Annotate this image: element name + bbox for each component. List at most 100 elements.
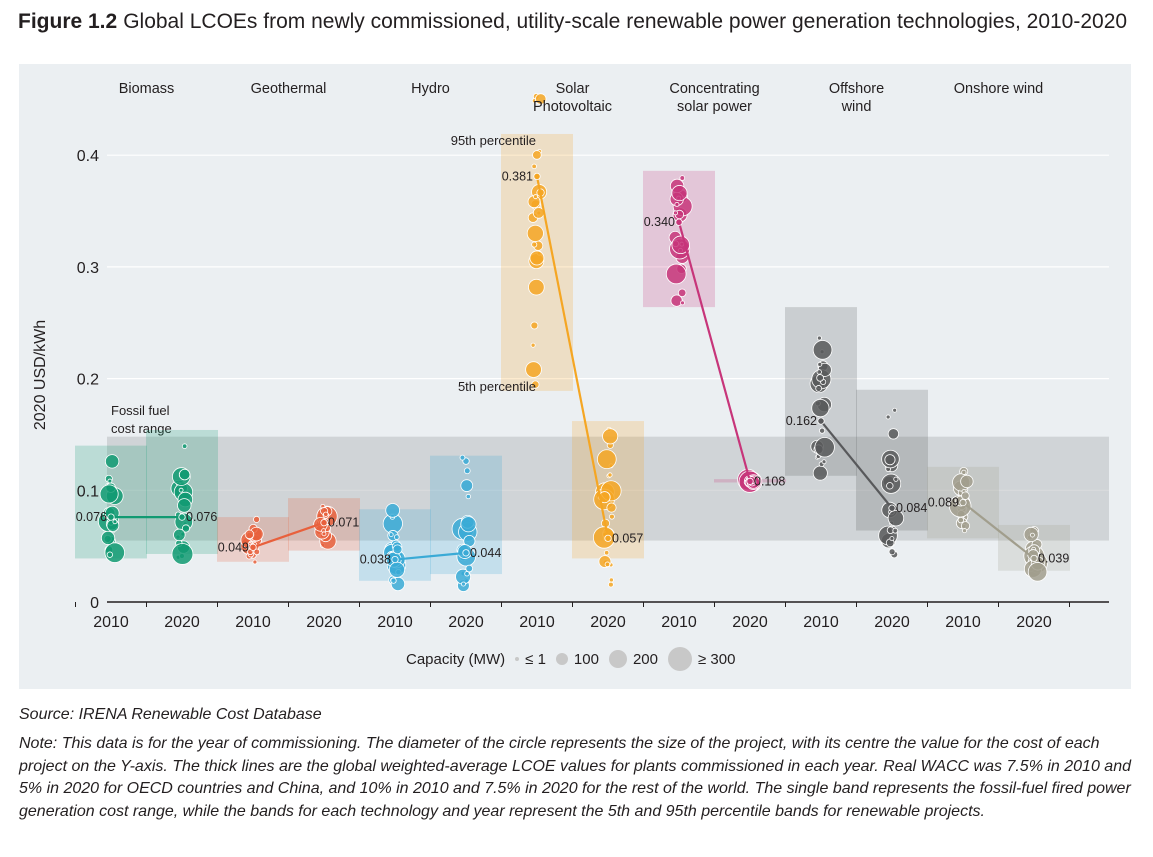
project-point <box>892 407 898 413</box>
project-point <box>816 374 824 382</box>
project-point <box>677 288 687 298</box>
weighted-average-point <box>1030 554 1038 563</box>
project-point <box>604 550 610 556</box>
project-point <box>385 503 400 518</box>
value-label: 0.044 <box>470 546 501 560</box>
project-point <box>817 361 823 367</box>
weighted-average-point <box>178 513 186 521</box>
weighted-average-point <box>320 519 328 527</box>
project-point <box>674 201 680 207</box>
legend-title: Capacity (MW) <box>406 650 506 668</box>
weighted-average-point <box>249 543 257 551</box>
weighted-average-point <box>107 513 115 521</box>
project-point <box>532 150 542 160</box>
project-point <box>887 509 905 527</box>
project-point <box>390 577 397 584</box>
x-tick-label: 2020 <box>1016 614 1052 631</box>
project-point <box>529 250 545 266</box>
project-point <box>812 340 833 360</box>
project-point <box>607 472 613 478</box>
percentile-label: 95th percentile <box>451 133 536 148</box>
weighted-average-line <box>252 521 325 549</box>
project-point <box>171 543 194 565</box>
project-point <box>465 564 474 573</box>
weighted-average-point <box>746 477 754 485</box>
x-tick-label: 2020 <box>732 614 768 631</box>
x-tick-label: 2020 <box>874 614 910 631</box>
y-tick-label: 0.3 <box>77 260 99 277</box>
x-tick-label: 2010 <box>803 614 839 631</box>
project-point <box>530 321 539 330</box>
legend-label: ≤ 1 <box>525 650 546 668</box>
project-point <box>811 399 830 418</box>
project-point <box>812 465 828 481</box>
project-point <box>892 527 899 534</box>
project-point <box>1030 532 1035 538</box>
project-point <box>460 581 466 587</box>
project-point <box>961 469 967 475</box>
technology-label: Hydro <box>411 81 450 97</box>
project-point <box>253 548 261 556</box>
weighted-average-point <box>817 417 825 425</box>
legend-item-300: ≥ 300 <box>667 647 735 671</box>
weighted-average-point <box>533 172 541 181</box>
project-point <box>816 369 822 375</box>
project-point <box>528 278 545 296</box>
project-point <box>886 482 894 490</box>
source-text: Source: IRENA Renewable Cost Database <box>19 706 322 723</box>
project-point <box>884 454 896 466</box>
value-label: 0.057 <box>612 531 643 545</box>
legend-dot-icon <box>555 653 568 665</box>
project-point <box>592 526 616 549</box>
project-point <box>177 498 192 513</box>
chart-panel: Fossil fuel cost range 0.076 0.076 Biomass 20… <box>19 64 1131 689</box>
project-point <box>665 263 687 285</box>
project-point <box>814 437 835 458</box>
legend-item-small: ≤ 1 <box>515 651 546 668</box>
fossil-fuel-label: cost range <box>111 421 172 436</box>
x-tick-label: 2020 <box>590 614 626 631</box>
project-point <box>885 414 891 420</box>
weighted-average-line <box>394 551 467 561</box>
project-point <box>106 551 114 558</box>
project-point <box>888 548 896 556</box>
project-point <box>531 380 540 389</box>
x-tick-label: 2010 <box>945 614 981 631</box>
weighted-average-point <box>604 534 612 542</box>
y-tick-label: 0.2 <box>77 372 99 389</box>
weighted-average-point <box>391 555 399 564</box>
project-point <box>534 93 547 105</box>
technology-label: Photovoltaic <box>533 99 612 115</box>
y-tick-label: 0.1 <box>77 483 99 500</box>
project-point <box>463 467 471 475</box>
value-label: 0.039 <box>1038 551 1069 565</box>
weighted-average-point <box>462 549 470 557</box>
project-point <box>112 519 118 525</box>
project-point <box>679 175 686 181</box>
project-point <box>815 385 823 392</box>
project-point <box>962 528 968 534</box>
x-tick-label: 2010 <box>93 614 129 631</box>
project-point <box>533 194 538 200</box>
x-tick-label: 2010 <box>519 614 555 631</box>
value-label: 0.076 <box>186 510 217 524</box>
project-point <box>960 474 974 489</box>
project-point <box>104 454 120 469</box>
project-point <box>673 210 678 216</box>
y-tick-label: 0.4 <box>77 148 99 165</box>
project-point <box>606 502 617 513</box>
technology-label: Solar <box>556 81 590 97</box>
project-point <box>178 487 184 493</box>
chart: Fossil fuel cost range 0.076 0.076 Biomass 20… <box>32 81 1109 631</box>
value-label: 0.381 <box>502 169 533 183</box>
weighted-average-point <box>675 218 683 226</box>
technology-label: wind <box>841 99 872 115</box>
project-point <box>393 534 400 540</box>
project-point <box>816 335 822 341</box>
project-point <box>961 491 970 500</box>
weighted-average-line <box>677 221 752 482</box>
project-point <box>525 361 542 378</box>
project-point <box>244 529 255 540</box>
figure-title-text: Global LCOEs from newly commissioned, ut… <box>123 10 1128 33</box>
weighted-average-line <box>535 176 610 539</box>
